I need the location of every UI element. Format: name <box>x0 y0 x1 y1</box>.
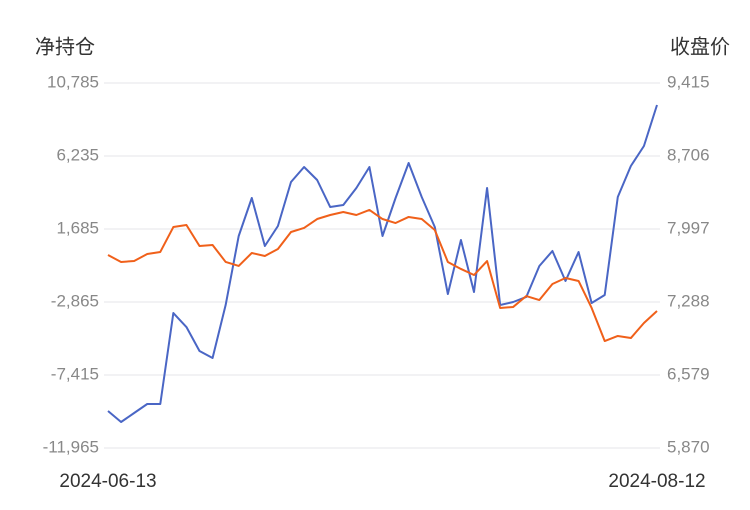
y2-axis-title: 收盘价 <box>670 35 730 58</box>
x-tick-label: 2024-06-13 <box>59 471 156 492</box>
y-tick-label: 6,235 <box>56 145 99 164</box>
y-tick-label: 10,785 <box>47 72 99 91</box>
y2-tick-label: 9,415 <box>667 72 710 91</box>
y-tick-label: -7,415 <box>51 364 99 383</box>
y2-tick-label: 7,997 <box>667 218 710 237</box>
y2-tick-label: 5,870 <box>667 437 710 456</box>
y2-tick-label: 6,579 <box>667 364 710 383</box>
x-tick-label: 2024-08-12 <box>608 471 705 492</box>
y-tick-label: 1,685 <box>56 218 99 237</box>
series-line <box>107 104 658 424</box>
y-axis-title: 净持仓 <box>35 35 95 58</box>
y-tick-label: -2,865 <box>51 291 99 310</box>
y-tick-label: -11,965 <box>43 437 99 456</box>
y2-tick-label: 7,288 <box>667 291 710 310</box>
series-line <box>107 208 658 343</box>
y2-tick-label: 8,706 <box>667 145 710 164</box>
